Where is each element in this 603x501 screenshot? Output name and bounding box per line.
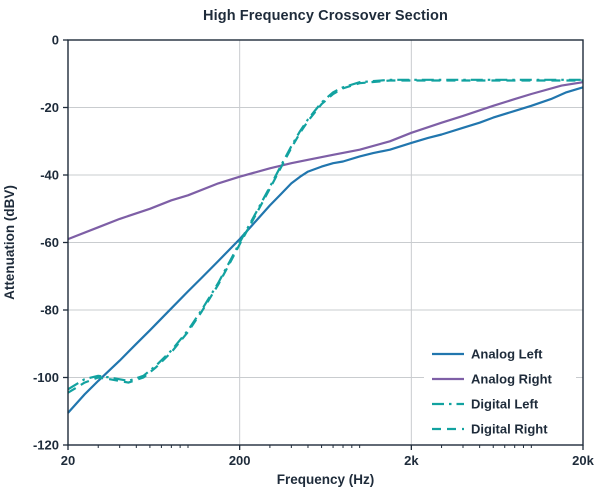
series-line-analog-right <box>67 81 584 241</box>
plot-border <box>67 39 584 446</box>
x-tick-label: 200 <box>229 453 251 468</box>
y-tick-label: -60 <box>40 235 59 250</box>
x-tick-label: 20 <box>61 453 75 468</box>
y-tick-label: -40 <box>40 168 59 183</box>
legend-label-analog-right: Analog Right <box>471 372 553 387</box>
legend-label-digital-left: Digital Left <box>471 397 539 412</box>
y-tick-label: -120 <box>33 438 59 453</box>
legend-label-digital-right: Digital Right <box>471 422 548 437</box>
chart-title: High Frequency Crossover Section <box>203 8 448 24</box>
y-tick-label: -20 <box>40 100 59 115</box>
y-tick-label: -100 <box>33 370 59 385</box>
y-tick-label: 0 <box>52 33 59 48</box>
legend-label-analog-left: Analog Left <box>471 347 543 362</box>
y-axis-label: Attenuation (dBV) <box>2 185 17 300</box>
legend-box <box>424 340 576 441</box>
x-tick-label: 20k <box>572 453 594 468</box>
y-tick-label: -80 <box>40 303 59 318</box>
x-tick-label: 2k <box>404 453 419 468</box>
series-line-analog-left <box>67 86 584 414</box>
x-axis-label: Frequency (Hz) <box>277 472 375 487</box>
series-line-digital-right <box>67 79 583 394</box>
